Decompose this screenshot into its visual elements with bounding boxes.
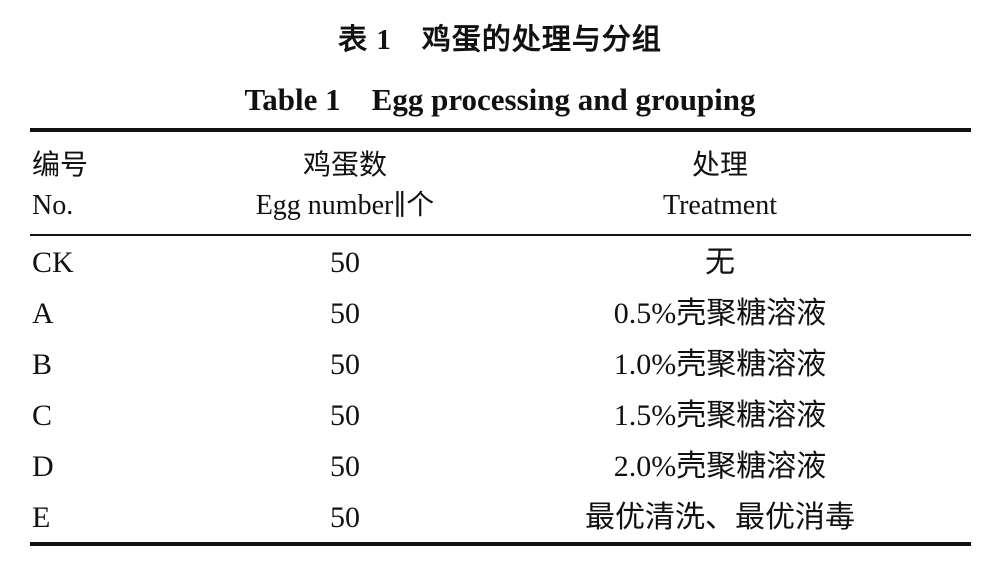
top-rule bbox=[30, 128, 971, 132]
header-treatment-cn: 处理 bbox=[691, 150, 748, 181]
header-egg-number-cn: 鸡蛋数 bbox=[302, 150, 387, 181]
row-number: A bbox=[32, 297, 54, 330]
table-row: CK 50 无 bbox=[0, 237, 1000, 289]
row-egg-count: 50 bbox=[330, 399, 360, 432]
header-no-en: No. bbox=[32, 190, 74, 221]
table-row: B 50 1.0%壳聚糖溶液 bbox=[0, 339, 1000, 391]
row-number: E bbox=[32, 501, 51, 534]
row-number: B bbox=[32, 348, 53, 381]
row-number: C bbox=[32, 399, 53, 432]
header-egg-number-en: Egg number∥个 bbox=[255, 190, 435, 221]
header-treatment-en: Treatment bbox=[662, 190, 778, 221]
row-treatment: 2.0%壳聚糖溶液 bbox=[613, 450, 827, 483]
row-egg-count: 50 bbox=[330, 246, 360, 279]
row-egg-count: 50 bbox=[330, 501, 360, 534]
table-row: D 50 2.0%壳聚糖溶液 bbox=[0, 441, 1000, 493]
header-rule bbox=[30, 234, 971, 236]
row-egg-count: 50 bbox=[330, 450, 360, 483]
row-treatment: 0.5%壳聚糖溶液 bbox=[613, 297, 827, 330]
table-title-en: Table 1 Egg processing and grouping bbox=[244, 82, 756, 117]
header-no-cn: 编号 bbox=[32, 150, 89, 181]
row-treatment: 1.5%壳聚糖溶液 bbox=[613, 399, 827, 432]
row-treatment: 无 bbox=[705, 246, 735, 279]
row-treatment: 1.0%壳聚糖溶液 bbox=[613, 348, 827, 381]
row-number: D bbox=[32, 450, 54, 483]
bottom-rule bbox=[30, 542, 971, 546]
row-treatment: 最优清洗、最优消毒 bbox=[585, 501, 855, 534]
row-number: CK bbox=[32, 246, 74, 279]
table-title-cn: 表 1 鸡蛋的处理与分组 bbox=[338, 24, 662, 56]
table-row: E 50 最优清洗、最优消毒 bbox=[0, 492, 1000, 544]
table-row: A 50 0.5%壳聚糖溶液 bbox=[0, 288, 1000, 340]
row-egg-count: 50 bbox=[330, 348, 360, 381]
table-row: C 50 1.5%壳聚糖溶液 bbox=[0, 390, 1000, 442]
row-egg-count: 50 bbox=[330, 297, 360, 330]
